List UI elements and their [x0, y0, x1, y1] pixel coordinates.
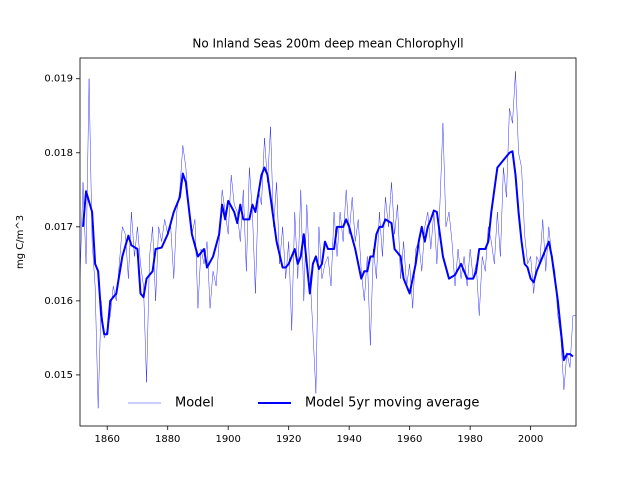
y-tick-label: 0.015	[44, 370, 73, 381]
y-tick-label: 0.016	[44, 296, 73, 307]
series-line	[82, 150, 574, 362]
y-tick-label: 0.018	[44, 148, 73, 159]
x-tick-label: 1860	[94, 434, 119, 445]
x-tick-label: 1900	[215, 434, 240, 445]
y-tick-label: 0.017	[44, 222, 73, 233]
series-line	[80, 71, 576, 409]
x-tick-label: 1960	[397, 434, 422, 445]
x-tick-label: 1980	[457, 434, 482, 445]
chart-title: No Inland Seas 200m deep mean Chlorophyl…	[192, 37, 463, 51]
x-tick-label: 1920	[276, 434, 301, 445]
x-tick-label: 1940	[336, 434, 361, 445]
x-tick-label: 2000	[518, 434, 543, 445]
plot-area	[80, 71, 576, 409]
y-tick-label: 0.019	[44, 74, 73, 85]
y-axis-label: mg C/m^3	[15, 215, 26, 269]
x-tick-label: 1880	[155, 434, 180, 445]
axes-frame	[79, 57, 577, 427]
legend-label: Model	[175, 396, 214, 411]
legend-label: Model 5yr moving average	[305, 396, 479, 411]
